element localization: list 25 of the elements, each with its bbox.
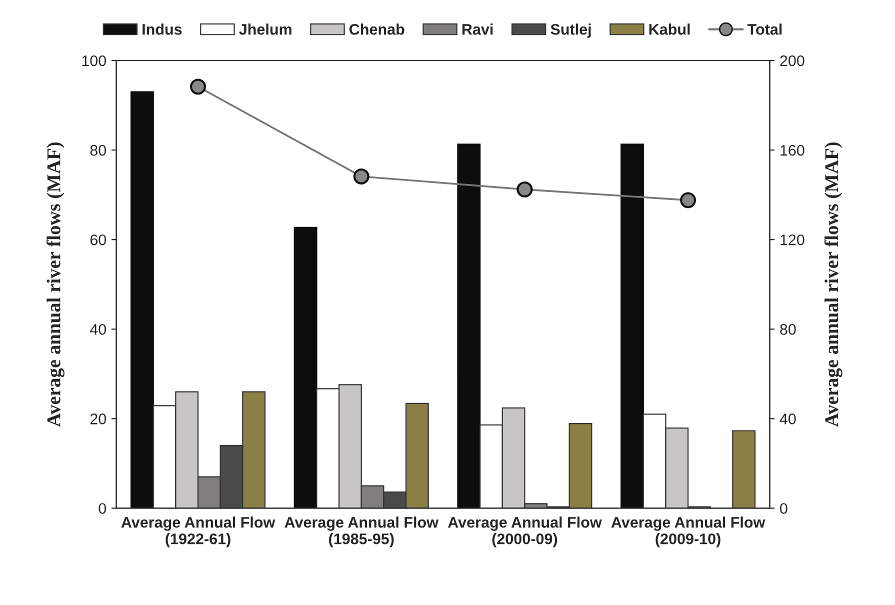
x-tick-label: Average Annual Flow (2000-09): [448, 516, 602, 548]
legend-label: Total: [747, 24, 782, 35]
legend-label: Chenab: [349, 24, 404, 35]
y2-tick-label: 160: [780, 144, 804, 156]
y-axis-title: Average annual river flows (MAF): [46, 142, 64, 427]
legend-label: Kabul: [649, 24, 690, 35]
x-tick-label: Average Annual Flow (2009-10): [611, 516, 766, 548]
y-tick-label: 40: [90, 324, 106, 335]
y2-tick-label: 80: [780, 324, 796, 335]
legend-label: Jhelum: [239, 24, 292, 35]
y-tick-label: 60: [90, 234, 106, 246]
y2-tick-label: 0: [780, 503, 788, 514]
y2-tick-label: 120: [780, 234, 804, 246]
x-tick-label: Average Annual Flow (1985-95): [284, 516, 438, 548]
y2-tick-label: 200: [780, 55, 804, 66]
y-tick-label: 100: [82, 55, 106, 66]
legend-label: Ravi: [462, 24, 493, 35]
legend-label: Sutlej: [550, 24, 591, 38]
y-tick-label: 0: [98, 503, 106, 514]
x-tick-label: Average Annual Flow (1922-61): [121, 516, 276, 548]
y2-axis-title: Average annual river flows (MAF): [824, 142, 842, 427]
y-tick-label: 20: [90, 414, 106, 424]
legend-label: Indus: [142, 24, 182, 35]
y-tick-label: 80: [90, 144, 106, 156]
y2-tick-label: 40: [780, 414, 796, 424]
